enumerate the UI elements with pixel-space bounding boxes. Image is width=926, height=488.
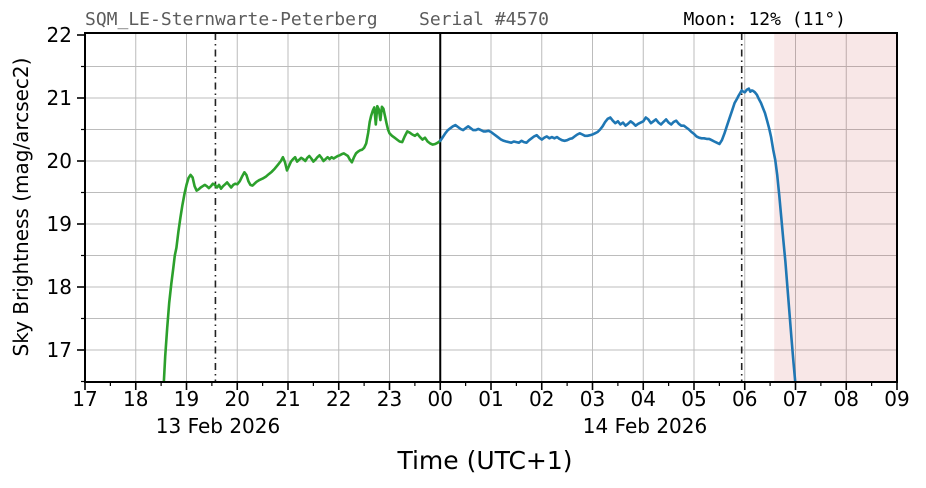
x-tick-label: 05 (681, 387, 706, 411)
x-tick-label: 08 (834, 387, 859, 411)
x-tick-label: 23 (377, 387, 402, 411)
x-tick-label: 06 (732, 387, 757, 411)
daylight-band (774, 33, 897, 382)
x-tick-label: 18 (123, 387, 148, 411)
x-tick-label: 02 (529, 387, 554, 411)
x-tick-label: 20 (225, 387, 250, 411)
x-tick-label: 07 (783, 387, 808, 411)
y-tick-label: 17 (47, 338, 72, 362)
x-tick-label: 17 (72, 387, 97, 411)
y-tick-label: 18 (47, 275, 72, 299)
x-tick-label: 00 (428, 387, 453, 411)
serial-label: Serial #4570 (418, 9, 550, 30)
x-axis-label: Time (UTC+1) (397, 446, 573, 475)
x-tick-label: 22 (326, 387, 351, 411)
y-tick-label: 19 (47, 212, 72, 236)
y-tick-label: 21 (47, 86, 72, 110)
moon-status: Moon: 12% (11°) (683, 9, 846, 30)
sky-brightness-series-green (162, 104, 442, 382)
y-axis-label: Sky Brightness (mag/arcsec2) (9, 57, 33, 357)
x-tick-label: 09 (884, 387, 909, 411)
x-tick-label: 21 (275, 387, 300, 411)
x-tick-label: 19 (174, 387, 199, 411)
y-tick-label: 22 (47, 23, 72, 47)
x-tick-label: 01 (478, 387, 503, 411)
y-tick-label: 20 (47, 149, 72, 173)
date-label-13-feb: 13 Feb 2026 (155, 414, 281, 438)
date-label-14-feb: 14 Feb 2026 (582, 414, 708, 438)
x-tick-label: 04 (631, 387, 656, 411)
x-tick-label: 03 (580, 387, 605, 411)
sky-brightness-series-blue (438, 87, 797, 382)
station-title: SQM_LE-Sternwarte-Peterberg (85, 9, 378, 30)
